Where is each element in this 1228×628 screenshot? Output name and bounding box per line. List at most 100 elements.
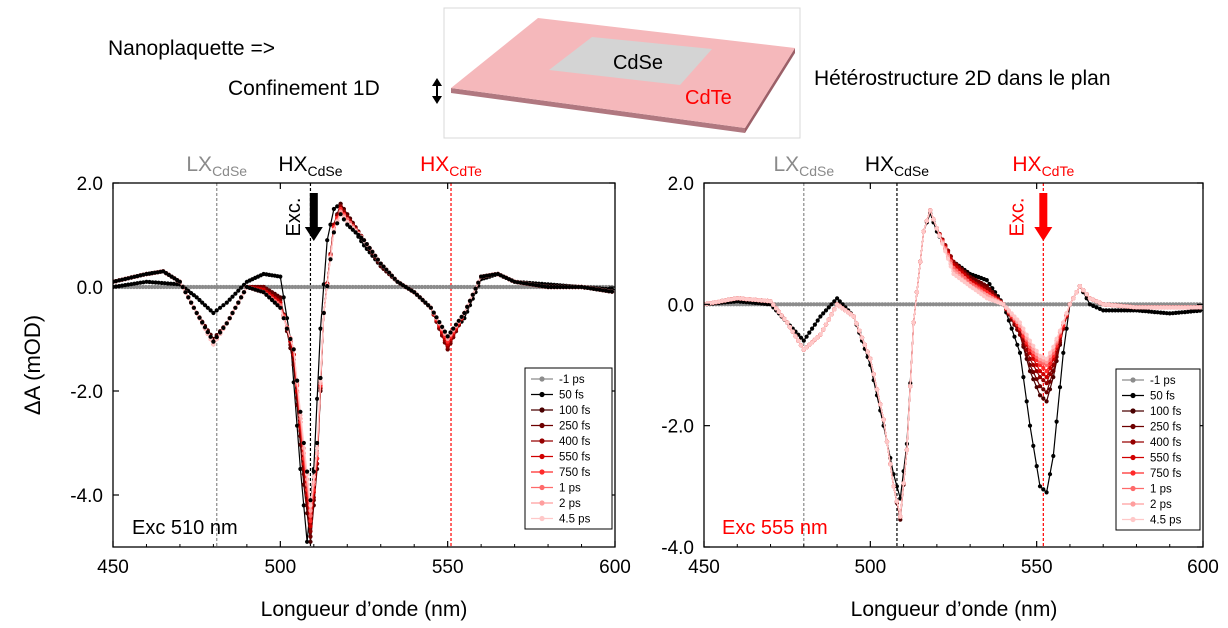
data-point bbox=[967, 302, 972, 307]
data-point bbox=[859, 302, 864, 307]
legend-swatch-dot bbox=[1130, 485, 1136, 492]
data-point bbox=[155, 284, 160, 290]
data-point bbox=[877, 302, 882, 307]
data-point bbox=[362, 284, 367, 290]
data-point bbox=[1150, 302, 1155, 307]
data-point bbox=[901, 302, 906, 307]
data-point bbox=[230, 284, 235, 290]
y-tick-label-3: -4.0 bbox=[70, 486, 103, 507]
data-point bbox=[853, 302, 858, 307]
data-point bbox=[284, 326, 290, 331]
data-point bbox=[1031, 362, 1036, 368]
data-point bbox=[794, 302, 799, 307]
data-point bbox=[1037, 369, 1043, 374]
header-confinement-text: Confinement 1D bbox=[228, 77, 380, 100]
data-point bbox=[1057, 385, 1063, 390]
data-point bbox=[389, 273, 394, 278]
data-point bbox=[1044, 362, 1049, 368]
data-point bbox=[227, 316, 232, 321]
data-point bbox=[880, 302, 885, 307]
data-point bbox=[564, 284, 569, 290]
data-point bbox=[308, 524, 313, 529]
data-point bbox=[167, 284, 172, 290]
data-point bbox=[413, 284, 419, 290]
data-point bbox=[1015, 317, 1020, 322]
data-point bbox=[200, 284, 205, 290]
data-point bbox=[359, 284, 364, 290]
data-point bbox=[212, 284, 217, 290]
legend-entry: 400 fs bbox=[531, 436, 591, 448]
data-point bbox=[459, 314, 464, 319]
data-point bbox=[438, 284, 443, 290]
data-point bbox=[120, 283, 125, 288]
data-point bbox=[881, 417, 886, 422]
data-point bbox=[275, 303, 280, 308]
legend-label: 100 fs bbox=[559, 405, 591, 417]
data-point bbox=[1037, 359, 1043, 365]
data-point bbox=[1009, 326, 1014, 331]
legend-swatch-dot bbox=[1130, 408, 1136, 414]
data-point bbox=[214, 308, 219, 313]
data-point bbox=[211, 310, 216, 316]
data-point bbox=[437, 320, 442, 325]
data-point bbox=[776, 309, 782, 314]
data-point bbox=[1027, 338, 1033, 343]
data-point bbox=[1047, 361, 1053, 366]
data-point bbox=[865, 302, 870, 307]
data-point bbox=[1063, 302, 1068, 307]
legend-swatch-dot bbox=[539, 422, 545, 429]
data-point bbox=[955, 302, 960, 307]
data-point bbox=[921, 229, 926, 234]
data-point bbox=[189, 300, 194, 305]
data-point bbox=[790, 329, 795, 334]
data-point bbox=[378, 261, 383, 266]
y-tick-label-0: 2.0 bbox=[77, 174, 103, 195]
data-point bbox=[898, 514, 903, 519]
data-point bbox=[328, 257, 333, 262]
data-point bbox=[200, 300, 205, 305]
data-point bbox=[910, 302, 915, 307]
data-point bbox=[1034, 377, 1039, 382]
legend-swatch-dot bbox=[539, 391, 545, 398]
data-point bbox=[194, 284, 199, 290]
data-point bbox=[856, 302, 861, 307]
data-point bbox=[1041, 361, 1046, 366]
data-point bbox=[328, 222, 333, 227]
marker-label-0: LXCdSe bbox=[773, 153, 834, 179]
data-point bbox=[423, 284, 428, 290]
y-tick-label-1: 0.0 bbox=[77, 278, 103, 299]
data-point bbox=[284, 284, 289, 290]
data-point bbox=[1075, 302, 1080, 307]
data-point bbox=[308, 284, 313, 290]
data-point bbox=[823, 322, 829, 327]
data-point bbox=[527, 282, 532, 287]
data-point bbox=[1077, 284, 1082, 289]
data-point bbox=[1037, 393, 1043, 398]
data-point bbox=[1161, 302, 1167, 307]
data-point bbox=[202, 325, 208, 330]
data-point bbox=[465, 304, 470, 309]
data-point bbox=[937, 302, 942, 307]
data-point bbox=[183, 290, 188, 295]
data-point bbox=[1061, 320, 1066, 325]
data-point bbox=[1054, 336, 1059, 341]
data-point bbox=[431, 310, 436, 315]
data-point bbox=[776, 302, 781, 307]
data-point bbox=[150, 280, 155, 285]
data-point bbox=[756, 298, 761, 303]
legend-entry: 100 fs bbox=[531, 405, 591, 417]
data-point bbox=[1131, 308, 1136, 313]
data-point bbox=[958, 302, 963, 307]
data-point bbox=[141, 280, 146, 285]
data-point bbox=[356, 284, 361, 290]
data-point bbox=[892, 302, 897, 307]
data-point bbox=[305, 469, 310, 474]
data-point bbox=[744, 297, 749, 302]
data-point bbox=[1084, 302, 1089, 307]
data-point bbox=[991, 302, 996, 307]
data-point bbox=[311, 474, 316, 479]
data-point bbox=[414, 292, 420, 297]
data-point bbox=[233, 305, 238, 310]
data-point bbox=[1009, 302, 1014, 307]
data-point bbox=[1039, 302, 1044, 307]
